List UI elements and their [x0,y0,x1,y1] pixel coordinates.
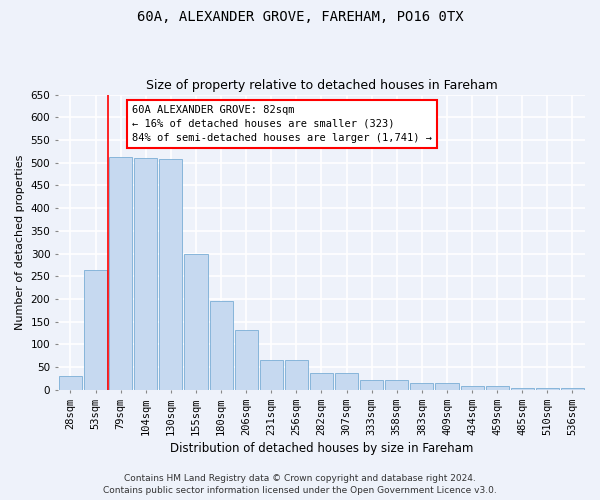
Title: Size of property relative to detached houses in Fareham: Size of property relative to detached ho… [146,79,497,92]
Bar [461,386,484,390]
Bar [310,373,333,390]
Bar [485,386,509,390]
Bar [260,360,283,390]
Bar [536,388,559,390]
Bar [360,380,383,390]
Text: Contains HM Land Registry data © Crown copyright and database right 2024.
Contai: Contains HM Land Registry data © Crown c… [103,474,497,495]
X-axis label: Distribution of detached houses by size in Fareham: Distribution of detached houses by size … [170,442,473,455]
Bar [84,270,107,390]
Bar [285,360,308,390]
Bar [335,373,358,390]
Bar [561,388,584,390]
Bar [109,158,132,390]
Bar [436,383,458,390]
Bar [59,376,82,390]
Bar [184,254,208,390]
Bar [134,158,157,390]
Bar [209,301,233,390]
Bar [385,380,409,390]
Bar [160,159,182,390]
Bar [410,383,433,390]
Y-axis label: Number of detached properties: Number of detached properties [15,154,25,330]
Bar [511,388,534,390]
Text: 60A, ALEXANDER GROVE, FAREHAM, PO16 0TX: 60A, ALEXANDER GROVE, FAREHAM, PO16 0TX [137,10,463,24]
Bar [235,330,258,390]
Text: 60A ALEXANDER GROVE: 82sqm
← 16% of detached houses are smaller (323)
84% of sem: 60A ALEXANDER GROVE: 82sqm ← 16% of deta… [132,105,432,143]
